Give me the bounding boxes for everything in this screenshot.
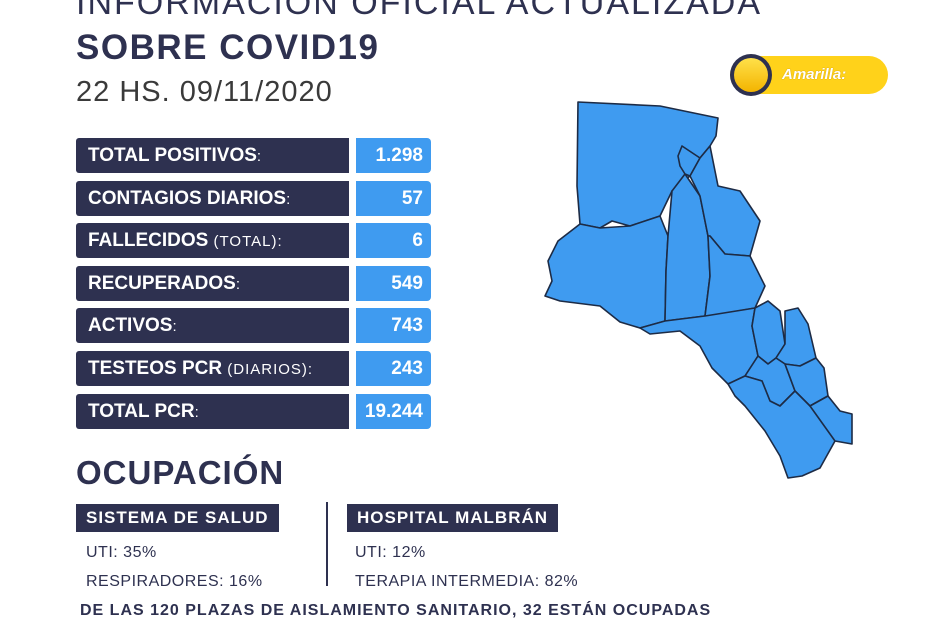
stat-label: RECUPERADOS: (76, 266, 349, 301)
map-region-far-south-east (809, 395, 853, 445)
stat-row-recuperados: RECUPERADOS: 549 (76, 266, 431, 301)
hospital-heading: HOSPITAL MALBRÁN (347, 504, 559, 532)
column-divider (326, 502, 328, 586)
stat-value: 1.298 (356, 138, 431, 173)
stat-value: 549 (356, 266, 431, 301)
stat-label: TOTAL PCR: (76, 394, 349, 429)
stat-value: 243 (356, 351, 431, 386)
stat-value: 6 (356, 223, 431, 258)
health-system-respirators: RESPIRADORES: 16% (86, 573, 263, 590)
stat-row-activos: ACTIVOS: 743 (76, 308, 431, 343)
hospital-uti: UTI: 12% (355, 544, 426, 561)
hospital-intermediate: TERAPIA INTERMEDIA: 82% (355, 573, 579, 590)
stat-label: ACTIVOS: (76, 308, 349, 343)
stat-row-total-pcr: TOTAL PCR: 19.244 (76, 394, 431, 429)
hospital-block: HOSPITAL MALBRÁN UTI: 12% TERAPIA INTERM… (347, 504, 578, 591)
health-system-uti: UTI: 35% (86, 544, 157, 561)
health-system-heading: SISTEMA DE SALUD (76, 504, 279, 532)
province-map (544, 101, 853, 479)
stat-label: CONTAGIOS DIARIOS: (76, 181, 349, 216)
stat-row-fallecidos: FALLECIDOS (TOTAL): 6 (76, 223, 431, 258)
stat-value: 19.244 (356, 394, 431, 429)
page-title: SOBRE COVID19 (76, 28, 380, 67)
report-datetime: 22 HS. 09/11/2020 (76, 76, 333, 108)
sun-icon (730, 54, 772, 96)
stat-row-testeos-pcr: TESTEOS PCR (DIARIOS): 243 (76, 351, 431, 386)
stat-value: 743 (356, 308, 431, 343)
occupancy-title: OCUPACIÓN (76, 454, 285, 491)
map-region-west (544, 215, 669, 329)
alert-level-badge: Amarilla: (730, 54, 888, 96)
map-region-north (576, 101, 719, 229)
stat-label: TESTEOS PCR (DIARIOS): (76, 351, 349, 386)
header-top-line: INFORMACIÓN OFICIAL ACTUALIZADA (76, 0, 763, 22)
alert-level-label: Amarilla: (782, 66, 847, 83)
stat-value: 57 (356, 181, 431, 216)
stat-row-contagios-diarios: CONTAGIOS DIARIOS: 57 (76, 181, 431, 216)
health-system-block: SISTEMA DE SALUD UTI: 35% RESPIRADORES: … (76, 504, 279, 591)
stat-label: TOTAL POSITIVOS: (76, 138, 349, 173)
stat-label: FALLECIDOS (TOTAL): (76, 223, 349, 258)
stat-row-total-positivos: TOTAL POSITIVOS: 1.298 (76, 138, 431, 173)
isolation-footer: DE LAS 120 PLAZAS DE AISLAMIENTO SANITAR… (80, 602, 712, 619)
